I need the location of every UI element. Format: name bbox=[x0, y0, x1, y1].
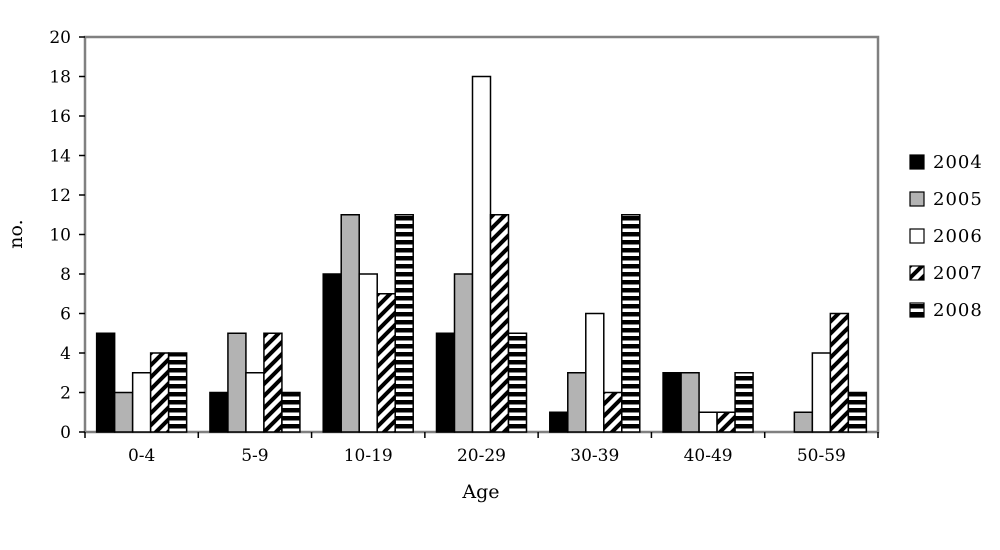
bar-2008-40-49 bbox=[734, 372, 754, 433]
legend-label-2007: 2007 bbox=[933, 263, 983, 284]
legend-label-2008: 2008 bbox=[933, 300, 983, 321]
legend-swatch-2006 bbox=[909, 228, 925, 244]
y-tick-label: 20 bbox=[49, 28, 71, 48]
bar-2004-0-4 bbox=[95, 332, 116, 433]
x-tick-label: 10-19 bbox=[344, 446, 393, 466]
x-axis-title: Age bbox=[461, 481, 499, 503]
bar-2008-5-9 bbox=[281, 391, 301, 433]
x-tick-label: 40-49 bbox=[684, 446, 733, 466]
bar-2006-10-19 bbox=[358, 273, 378, 433]
x-tick-label: 30-39 bbox=[570, 446, 619, 466]
bar-2008-30-39 bbox=[621, 214, 641, 433]
bar-2005-10-19 bbox=[340, 214, 360, 433]
y-axis-title: no. bbox=[5, 219, 27, 248]
legend-swatch-2005 bbox=[909, 191, 925, 207]
legend-swatch-2004 bbox=[909, 154, 925, 170]
legend-swatch-2007 bbox=[909, 265, 925, 281]
bar-2008-50-59 bbox=[847, 391, 868, 433]
y-tick-label: 0 bbox=[60, 423, 71, 443]
y-tick-label: 10 bbox=[49, 226, 71, 246]
bar-2004-20-29 bbox=[435, 332, 456, 433]
bar-2005-0-4 bbox=[113, 391, 134, 433]
legend-label-2006: 2006 bbox=[933, 226, 983, 247]
bar-2007-50-59 bbox=[829, 312, 850, 433]
bar-2007-30-39 bbox=[603, 391, 623, 433]
bar-2007-10-19 bbox=[376, 293, 396, 433]
bar-2007-5-9 bbox=[263, 332, 283, 433]
bar-2005-20-29 bbox=[453, 273, 474, 433]
x-tick-label: 50-59 bbox=[797, 446, 846, 466]
y-tick-label: 16 bbox=[49, 107, 71, 127]
y-tick-label: 12 bbox=[49, 186, 71, 206]
bar-2005-40-49 bbox=[680, 372, 700, 433]
bar-2006-30-39 bbox=[585, 312, 605, 433]
bar-2006-20-29 bbox=[471, 75, 492, 433]
bar-2008-10-19 bbox=[394, 214, 414, 433]
y-tick-label: 6 bbox=[60, 305, 71, 325]
bar-2005-30-39 bbox=[567, 372, 587, 433]
bar-2006-0-4 bbox=[131, 372, 152, 433]
y-tick-label: 4 bbox=[60, 344, 71, 364]
y-tick-label: 14 bbox=[49, 147, 71, 167]
bar-2004-30-39 bbox=[549, 411, 569, 433]
bar-2006-50-59 bbox=[811, 352, 832, 433]
legend-label-2004: 2004 bbox=[933, 152, 983, 173]
bar-2004-40-49 bbox=[662, 372, 682, 433]
bar-2007-0-4 bbox=[149, 352, 170, 433]
x-tick-label: 0-4 bbox=[128, 446, 155, 466]
bar-2007-40-49 bbox=[716, 411, 736, 433]
y-tick-label: 18 bbox=[49, 68, 71, 88]
bar-2005-5-9 bbox=[227, 332, 247, 433]
bar-2006-40-49 bbox=[698, 411, 718, 433]
bar-2005-50-59 bbox=[793, 411, 814, 433]
bar-2008-20-29 bbox=[507, 332, 528, 433]
bar-2007-20-29 bbox=[489, 214, 510, 433]
y-tick-label: 2 bbox=[60, 384, 71, 404]
x-tick-label: 20-29 bbox=[457, 446, 506, 466]
bar-2006-5-9 bbox=[245, 372, 265, 433]
legend-swatch-2008 bbox=[909, 302, 925, 318]
y-tick-label: 8 bbox=[60, 265, 71, 285]
legend-label-2005: 2005 bbox=[933, 189, 983, 210]
bar-2008-0-4 bbox=[167, 352, 188, 433]
bar-2004-10-19 bbox=[322, 273, 342, 433]
bar-2004-5-9 bbox=[209, 391, 229, 433]
x-tick-label: 5-9 bbox=[241, 446, 268, 466]
